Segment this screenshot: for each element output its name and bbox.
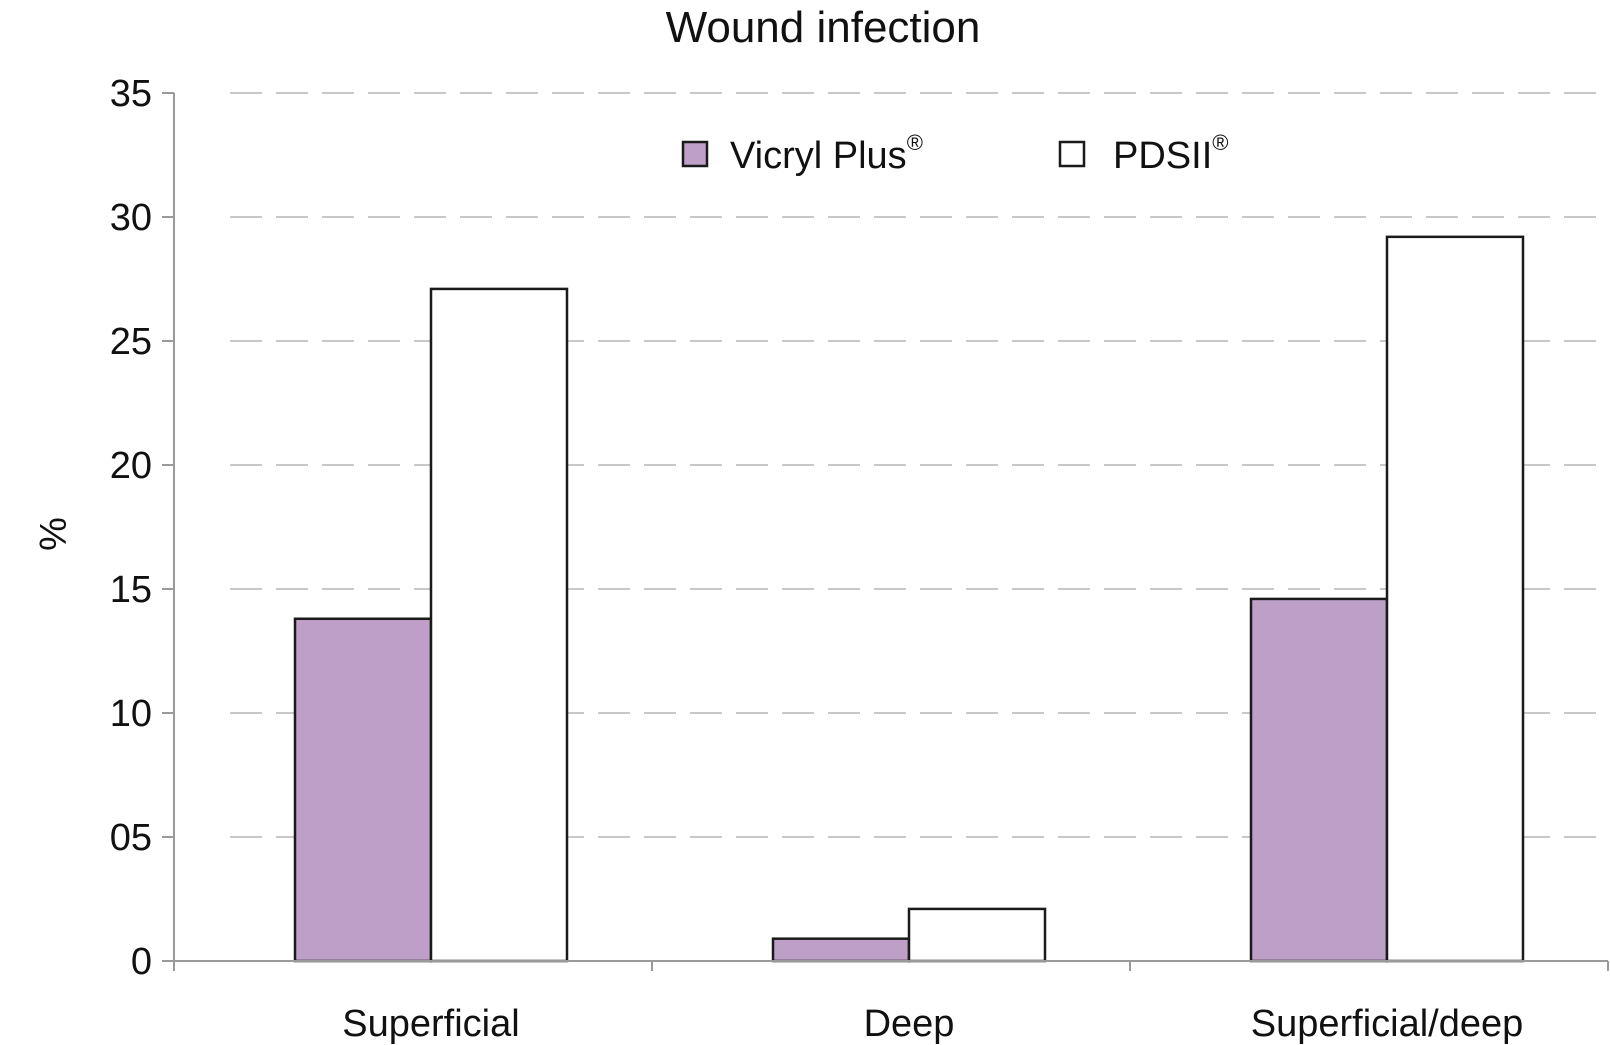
y-tick-label: 20: [110, 445, 152, 487]
legend-label: Vicryl Plus®: [730, 130, 923, 177]
legend-swatch: [681, 140, 709, 168]
y-tick-label: 35: [110, 73, 152, 115]
bar-vicryl-plus-1: [771, 937, 911, 963]
y-tick-labels: 0 05 10 15 20 25 30 35: [110, 73, 152, 983]
axes: [162, 92, 1609, 971]
x-category-label: Superficial/deep: [1251, 1003, 1524, 1045]
x-category-label: Deep: [864, 1003, 955, 1045]
bar-vicryl-plus-0: [293, 617, 433, 963]
y-tick-label: 15: [110, 569, 152, 611]
y-tick-label: 10: [110, 693, 152, 735]
x-category-labels: Superficial Deep Superficial/deep: [342, 1003, 1523, 1045]
bar-pdsii-0: [429, 287, 569, 963]
y-axis-label: %: [31, 517, 73, 551]
legend-swatch: [1058, 140, 1086, 168]
y-tick-label: 0: [131, 941, 152, 983]
y-tick-label: 25: [110, 321, 152, 363]
y-tick-label: 05: [110, 817, 152, 859]
bar-vicryl-plus-2: [1249, 597, 1389, 963]
x-category-label: Superficial: [342, 1003, 519, 1045]
y-tick-label: 30: [110, 197, 152, 239]
bars: [293, 235, 1525, 963]
bar-pdsii-2: [1385, 235, 1525, 963]
bar-pdsii-1: [907, 907, 1047, 963]
chart-title: Wound infection: [666, 3, 981, 52]
legend: Vicryl Plus® PDSII®: [681, 130, 1228, 177]
legend-label: PDSII®: [1113, 130, 1228, 177]
